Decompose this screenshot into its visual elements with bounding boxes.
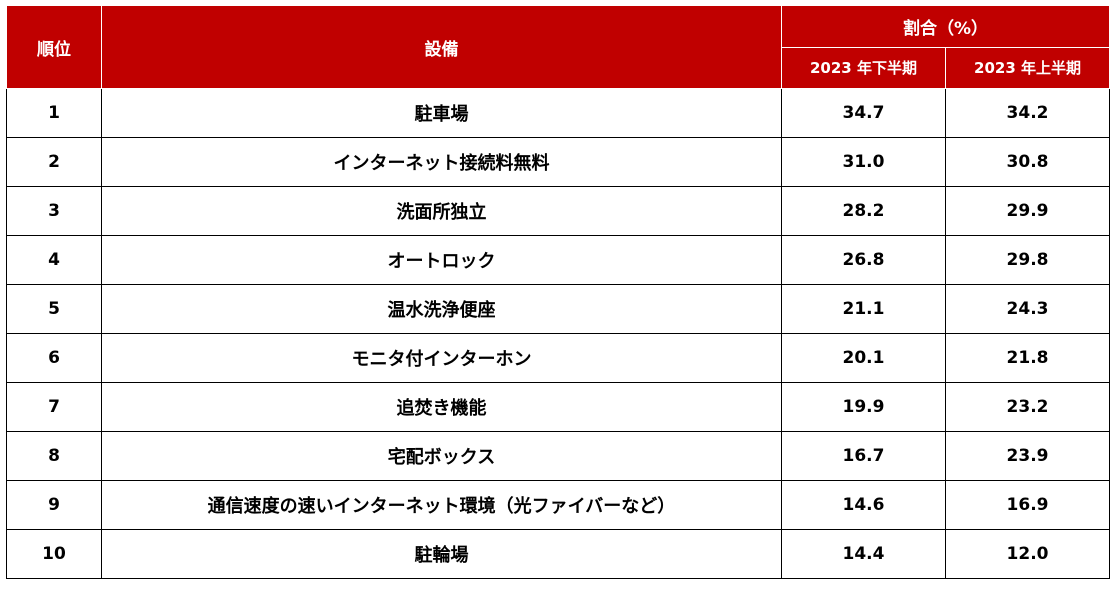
- equipment-ranking-table: 順位 設備 割合（%） 2023 年下半期 2023 年上半期 1 駐車場 34…: [6, 5, 1111, 579]
- ratio-2023-h1-cell: 16.9: [944, 480, 1111, 530]
- table-row: 9 通信速度の速いインターネット環境（光ファイバーなど） 14.6 16.9: [6, 480, 1111, 530]
- equipment-cell: 通信速度の速いインターネット環境（光ファイバーなど）: [101, 480, 782, 530]
- equipment-cell: インターネット接続料無料: [101, 137, 782, 187]
- rank-cell: 5: [6, 284, 102, 334]
- ratio-2023-h1-cell: 29.8: [944, 235, 1111, 285]
- table-row: 7 追焚き機能 19.9 23.2: [6, 382, 1111, 432]
- table-row: 1 駐車場 34.7 34.2: [6, 88, 1111, 138]
- ratio-2023-h2-cell: 16.7: [781, 431, 946, 481]
- header-period-2023-h1: 2023 年上半期: [944, 46, 1111, 89]
- rank-cell: 4: [6, 235, 102, 285]
- rank-cell: 10: [6, 529, 102, 579]
- ratio-2023-h2-cell: 21.1: [781, 284, 946, 334]
- header-equipment: 設備: [101, 5, 782, 89]
- table-row: 2 インターネット接続料無料 31.0 30.8: [6, 137, 1111, 187]
- equipment-cell: 駐輪場: [101, 529, 782, 579]
- ratio-2023-h2-cell: 14.6: [781, 480, 946, 530]
- table-row: 4 オートロック 26.8 29.8: [6, 235, 1111, 285]
- rank-cell: 6: [6, 333, 102, 383]
- rank-cell: 2: [6, 137, 102, 187]
- table-row: 8 宅配ボックス 16.7 23.9: [6, 431, 1111, 481]
- rank-cell: 7: [6, 382, 102, 432]
- ratio-2023-h1-cell: 30.8: [944, 137, 1111, 187]
- ratio-2023-h1-cell: 23.2: [944, 382, 1111, 432]
- equipment-cell: 追焚き機能: [101, 382, 782, 432]
- header-ratio-group: 割合（%）: [780, 5, 1111, 48]
- ratio-2023-h1-cell: 24.3: [944, 284, 1111, 334]
- rank-cell: 9: [6, 480, 102, 530]
- equipment-cell: 洗面所独立: [101, 186, 782, 236]
- ratio-2023-h1-cell: 12.0: [944, 529, 1111, 579]
- ratio-2023-h2-cell: 31.0: [781, 137, 946, 187]
- table-row: 3 洗面所独立 28.2 29.9: [6, 186, 1111, 236]
- ratio-2023-h2-cell: 19.9: [781, 382, 946, 432]
- table-row: 6 モニタ付インターホン 20.1 21.8: [6, 333, 1111, 383]
- ratio-2023-h2-cell: 34.7: [781, 88, 946, 138]
- ratio-2023-h2-cell: 28.2: [781, 186, 946, 236]
- ratio-2023-h2-cell: 26.8: [781, 235, 946, 285]
- equipment-cell: オートロック: [101, 235, 782, 285]
- equipment-cell: モニタ付インターホン: [101, 333, 782, 383]
- equipment-cell: 宅配ボックス: [101, 431, 782, 481]
- ratio-2023-h1-cell: 21.8: [944, 333, 1111, 383]
- ratio-2023-h1-cell: 29.9: [944, 186, 1111, 236]
- table-row: 10 駐輪場 14.4 12.0: [6, 529, 1111, 579]
- ratio-2023-h1-cell: 23.9: [944, 431, 1111, 481]
- equipment-cell: 温水洗浄便座: [101, 284, 782, 334]
- ratio-2023-h1-cell: 34.2: [944, 88, 1111, 138]
- rank-cell: 8: [6, 431, 102, 481]
- equipment-cell: 駐車場: [101, 88, 782, 138]
- ratio-2023-h2-cell: 20.1: [781, 333, 946, 383]
- ratio-2023-h2-cell: 14.4: [781, 529, 946, 579]
- rank-cell: 3: [6, 186, 102, 236]
- rank-cell: 1: [6, 88, 102, 138]
- header-period-2023-h2: 2023 年下半期: [781, 46, 946, 89]
- header-rank: 順位: [6, 5, 102, 89]
- table-row: 5 温水洗浄便座 21.1 24.3: [6, 284, 1111, 334]
